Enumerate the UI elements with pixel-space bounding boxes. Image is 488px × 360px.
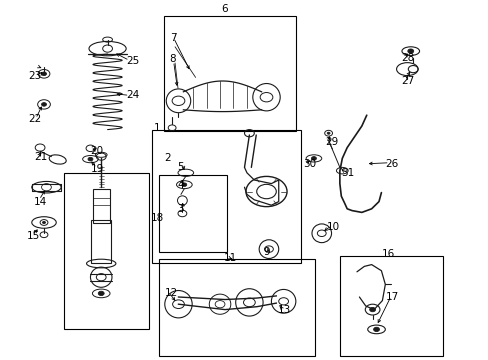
Bar bbox=[91, 220, 111, 263]
Circle shape bbox=[98, 291, 104, 296]
Circle shape bbox=[88, 157, 93, 161]
Circle shape bbox=[369, 307, 375, 312]
Text: 14: 14 bbox=[34, 197, 47, 207]
Text: 12: 12 bbox=[165, 288, 178, 298]
Bar bbox=[93, 189, 109, 223]
Circle shape bbox=[326, 132, 329, 134]
Text: 4: 4 bbox=[177, 180, 184, 190]
Text: 5: 5 bbox=[177, 162, 184, 172]
Text: 13: 13 bbox=[277, 305, 290, 315]
Text: 27: 27 bbox=[400, 76, 413, 86]
Circle shape bbox=[41, 72, 46, 76]
Text: 2: 2 bbox=[163, 153, 170, 163]
Text: 10: 10 bbox=[326, 222, 339, 232]
Circle shape bbox=[373, 327, 379, 332]
Circle shape bbox=[42, 221, 45, 224]
Text: 28: 28 bbox=[400, 53, 413, 63]
Text: 6: 6 bbox=[221, 4, 228, 14]
Text: 26: 26 bbox=[385, 159, 398, 169]
Text: 3: 3 bbox=[177, 204, 184, 214]
Circle shape bbox=[311, 157, 316, 160]
Text: 31: 31 bbox=[341, 168, 354, 178]
Bar bbox=[63, 173, 149, 329]
Text: 20: 20 bbox=[90, 146, 103, 156]
Circle shape bbox=[182, 183, 186, 186]
Text: 21: 21 bbox=[34, 152, 47, 162]
Text: 1: 1 bbox=[154, 123, 161, 133]
Text: 8: 8 bbox=[169, 54, 176, 64]
Bar bbox=[339, 256, 442, 356]
Bar bbox=[159, 259, 315, 356]
Text: 25: 25 bbox=[126, 56, 139, 66]
Text: 29: 29 bbox=[325, 137, 338, 147]
Bar bbox=[163, 16, 295, 131]
Text: 22: 22 bbox=[28, 114, 41, 124]
Text: 17: 17 bbox=[386, 292, 399, 302]
Text: 30: 30 bbox=[303, 159, 316, 169]
Text: 23: 23 bbox=[28, 71, 41, 81]
Text: 9: 9 bbox=[263, 247, 269, 257]
Text: 15: 15 bbox=[27, 231, 40, 241]
Bar bbox=[159, 175, 227, 252]
Circle shape bbox=[407, 49, 413, 53]
Text: 16: 16 bbox=[381, 249, 394, 259]
Text: 7: 7 bbox=[169, 33, 176, 43]
Text: 11: 11 bbox=[224, 253, 237, 264]
Text: 18: 18 bbox=[150, 213, 163, 223]
Text: 24: 24 bbox=[126, 90, 139, 100]
Bar bbox=[151, 130, 300, 263]
Circle shape bbox=[41, 103, 46, 106]
Text: 19: 19 bbox=[90, 164, 103, 174]
